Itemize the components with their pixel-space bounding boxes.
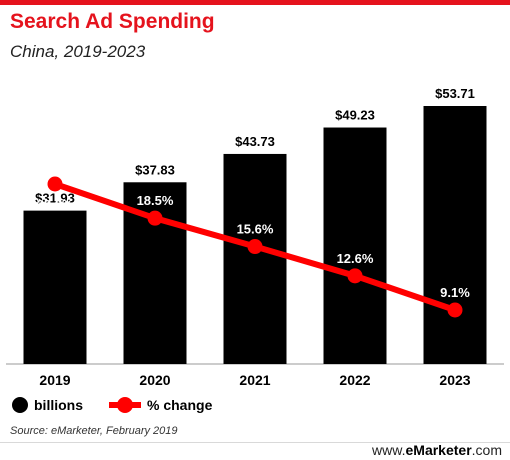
change-value-label: 12.6% bbox=[337, 251, 374, 266]
top-accent-rule bbox=[0, 0, 510, 5]
legend-label-billions: billions bbox=[34, 397, 83, 413]
brand-url: www.eMarketer.com bbox=[372, 442, 502, 458]
footer-divider bbox=[0, 442, 510, 443]
x-tick-label: 2022 bbox=[339, 372, 370, 388]
change-point bbox=[147, 210, 163, 226]
brand-prefix: www. bbox=[372, 442, 406, 458]
legend-item-billions: billions bbox=[12, 397, 83, 413]
change-value-label: 15.6% bbox=[237, 222, 274, 237]
bar bbox=[423, 106, 487, 364]
legend-item-change: % change bbox=[109, 397, 212, 413]
bar bbox=[23, 210, 87, 364]
change-point bbox=[247, 239, 263, 255]
change-point bbox=[447, 302, 463, 318]
change-point bbox=[47, 176, 63, 192]
change-value-label: 9.1% bbox=[440, 285, 470, 300]
bar-value-label: $49.23 bbox=[335, 108, 375, 123]
brand-name: eMarketer bbox=[405, 442, 472, 458]
x-tick-label: 2023 bbox=[439, 372, 470, 388]
bar-value-label: $37.83 bbox=[135, 162, 175, 177]
brand-suffix: .com bbox=[471, 442, 502, 458]
chart-subtitle: China, 2019-2023 bbox=[10, 42, 146, 61]
source-note: Source: eMarketer, February 2019 bbox=[10, 425, 178, 437]
change-point bbox=[347, 268, 363, 284]
bar bbox=[323, 127, 387, 364]
x-tick-label: 2021 bbox=[239, 372, 270, 388]
x-tick-label: 2019 bbox=[39, 372, 70, 388]
legend: billions % change bbox=[12, 396, 238, 414]
legend-dot-icon bbox=[12, 397, 28, 413]
x-tick-label: 2020 bbox=[139, 372, 170, 388]
bar-value-label: $53.71 bbox=[435, 86, 475, 101]
bar-value-label: $43.73 bbox=[235, 134, 275, 149]
legend-line-dot-icon bbox=[109, 397, 141, 413]
change-value-label: 22.0% bbox=[37, 197, 74, 212]
bar-value-label: $31.93 bbox=[35, 191, 75, 206]
bar bbox=[223, 153, 287, 364]
chart-title: Search Ad Spending bbox=[10, 10, 215, 33]
chart-area: $31.93 2019 $37.83 2020 $43.73 2021 $49.23 2022… bbox=[6, 86, 504, 388]
legend-label-change: % change bbox=[147, 397, 213, 413]
change-value-label: 18.5% bbox=[137, 193, 174, 208]
